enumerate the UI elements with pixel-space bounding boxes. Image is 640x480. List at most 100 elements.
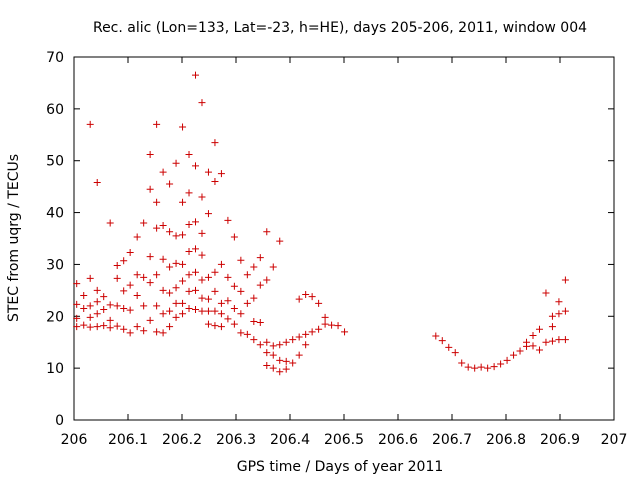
- data-point: [192, 218, 199, 226]
- data-point: [555, 336, 563, 344]
- data-point: [126, 281, 134, 289]
- data-point: [86, 323, 94, 331]
- y-tick-label: 0: [55, 413, 64, 429]
- data-point: [93, 286, 101, 294]
- data-point: [341, 328, 349, 336]
- data-point: [302, 291, 310, 299]
- data-point: [237, 329, 245, 337]
- data-point: [561, 336, 569, 344]
- data-point: [548, 323, 556, 331]
- data-point: [224, 216, 232, 224]
- data-point: [211, 139, 219, 147]
- data-point: [269, 263, 277, 271]
- data-point: [120, 287, 128, 295]
- data-point: [73, 323, 81, 331]
- data-point: [535, 346, 543, 354]
- data-point: [113, 322, 121, 330]
- data-point: [192, 71, 199, 79]
- data-point: [120, 305, 128, 313]
- data-point: [192, 286, 199, 294]
- data-point: [172, 313, 180, 321]
- data-point: [243, 271, 251, 279]
- data-point: [113, 274, 121, 282]
- data-point: [432, 332, 440, 340]
- data-point: [256, 341, 264, 349]
- y-tick-label: 50: [46, 154, 64, 170]
- data-point: [198, 307, 206, 315]
- data-point: [179, 231, 187, 239]
- data-point: [172, 259, 180, 267]
- data-point: [250, 317, 258, 325]
- data-point: [269, 364, 277, 372]
- data-point: [230, 233, 238, 241]
- data-point: [204, 168, 212, 176]
- data-point: [179, 198, 187, 206]
- data-point: [263, 338, 271, 346]
- data-point: [256, 254, 264, 262]
- data-point: [451, 349, 459, 357]
- data-point: [198, 251, 206, 259]
- data-point: [211, 177, 219, 185]
- data-point: [256, 319, 264, 327]
- data-point: [510, 351, 518, 359]
- data-point: [561, 307, 569, 315]
- data-point: [217, 310, 225, 318]
- data-point: [192, 245, 199, 253]
- data-point: [146, 279, 154, 287]
- y-tick-label: 30: [46, 257, 64, 273]
- data-point: [490, 363, 498, 371]
- data-point: [230, 305, 238, 313]
- data-point: [166, 323, 174, 331]
- data-point: [159, 222, 167, 230]
- data-point: [73, 280, 81, 288]
- data-point: [250, 294, 258, 302]
- data-point: [217, 323, 225, 331]
- x-tick-label: 206.5: [324, 432, 364, 448]
- data-point: [269, 351, 277, 359]
- data-point: [192, 306, 199, 314]
- data-point: [243, 299, 251, 307]
- data-point: [100, 293, 108, 301]
- data-point: [282, 338, 290, 346]
- data-point: [166, 263, 174, 271]
- data-point: [140, 273, 148, 281]
- data-point: [113, 302, 121, 310]
- data-point: [523, 338, 531, 346]
- data-point: [204, 295, 212, 303]
- data-point: [315, 325, 323, 333]
- x-tick-label: 207: [601, 432, 628, 448]
- data-point: [153, 271, 161, 279]
- data-point: [192, 162, 199, 170]
- data-point: [276, 237, 284, 245]
- data-point: [295, 333, 303, 341]
- data-series: [73, 71, 569, 376]
- data-point: [471, 364, 479, 372]
- data-point: [263, 349, 271, 357]
- data-point: [276, 356, 284, 364]
- data-point: [289, 336, 297, 344]
- data-point: [106, 301, 114, 309]
- data-point: [80, 321, 88, 329]
- data-point: [153, 120, 161, 128]
- data-point: [73, 300, 81, 308]
- data-point: [172, 299, 180, 307]
- data-point: [133, 233, 141, 241]
- data-point: [80, 292, 88, 300]
- data-point: [477, 363, 485, 371]
- data-point: [185, 189, 193, 197]
- data-point: [204, 307, 212, 315]
- data-point: [120, 325, 128, 333]
- data-point: [458, 359, 466, 367]
- data-point: [217, 299, 225, 307]
- data-point: [100, 306, 108, 314]
- data-point: [159, 255, 167, 263]
- data-point: [516, 347, 524, 355]
- data-point: [282, 357, 290, 365]
- data-point: [146, 185, 154, 193]
- data-point: [542, 338, 550, 346]
- data-point: [561, 276, 569, 284]
- data-point: [153, 224, 161, 232]
- y-tick-label: 40: [46, 206, 64, 222]
- data-point: [106, 316, 114, 324]
